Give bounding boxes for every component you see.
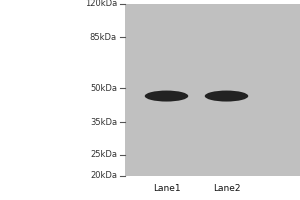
Text: 25kDa: 25kDa: [90, 150, 117, 159]
Text: 120kDa: 120kDa: [85, 0, 117, 8]
Text: 20kDa: 20kDa: [90, 171, 117, 180]
Text: 85kDa: 85kDa: [90, 33, 117, 42]
Text: Lane2: Lane2: [213, 184, 240, 193]
Ellipse shape: [205, 91, 248, 102]
Text: Lane1: Lane1: [153, 184, 180, 193]
Text: 50kDa: 50kDa: [90, 84, 117, 93]
Bar: [124, 4, 300, 176]
Ellipse shape: [145, 91, 188, 102]
Text: 35kDa: 35kDa: [90, 118, 117, 127]
